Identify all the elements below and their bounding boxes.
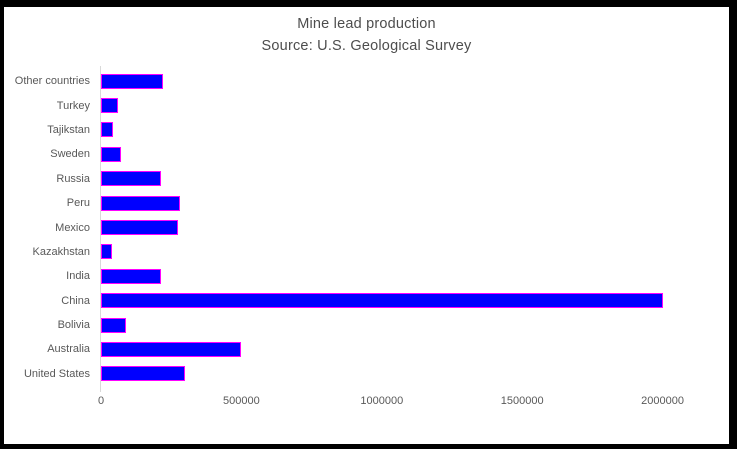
category-label: Other countries — [14, 75, 90, 88]
bar-sweden[interactable] — [101, 146, 121, 162]
bar-turkey[interactable] — [101, 98, 118, 114]
bar-bolivia[interactable] — [101, 317, 127, 333]
x-tick-label: 500000 — [223, 395, 260, 408]
bar-row: Peru — [67, 191, 700, 215]
bar-row: Kazakhstan — [33, 240, 700, 264]
bar-peru[interactable] — [101, 195, 180, 211]
bar-row: Mexico — [55, 215, 700, 239]
bar-china[interactable] — [101, 293, 663, 309]
bar-row: Australia — [47, 337, 700, 361]
bar-australia[interactable] — [101, 341, 242, 357]
x-tick-label: 1000000 — [360, 395, 404, 408]
category-label: India — [66, 270, 90, 283]
bar-india[interactable] — [101, 268, 162, 284]
bar-row: Bolivia — [58, 313, 700, 337]
category-label: Peru — [66, 197, 90, 210]
category-label: Bolivia — [57, 319, 90, 332]
bar-kazakhstan[interactable] — [101, 244, 113, 260]
category-label: Sweden — [50, 148, 90, 161]
title-block: Mine lead production Source: U.S. Geolog… — [4, 13, 729, 57]
category-label: Tajikstan — [47, 123, 90, 136]
bar-other-countries[interactable] — [101, 73, 163, 89]
bar-row: Turkey — [57, 93, 700, 117]
bar-mexico[interactable] — [101, 220, 179, 236]
x-tick-label: 2000000 — [641, 395, 685, 408]
bar-row: United States — [24, 362, 700, 386]
category-label: Mexico — [55, 221, 90, 234]
category-label: Turkey — [56, 99, 90, 112]
chart-title: Mine lead production — [297, 16, 436, 32]
chart-subtitle: Source: U.S. Geological Survey — [261, 38, 472, 54]
category-label: Kazakhstan — [32, 245, 90, 258]
bar-united-states[interactable] — [101, 366, 186, 382]
category-label: United States — [23, 367, 90, 380]
bar-row: Other countries — [15, 69, 700, 93]
plot-area: Other countries Turkey Tajikstan Sweden Russ… — [4, 66, 729, 411]
category-label: Australia — [47, 343, 90, 356]
category-label: Russia — [56, 172, 90, 185]
bar-russia[interactable] — [101, 171, 162, 187]
bar-row: India — [66, 264, 700, 288]
bar-row: Russia — [56, 167, 700, 191]
x-tick-label: 1500000 — [500, 395, 544, 408]
x-tick-label: 0 — [97, 395, 105, 408]
bar-row: China — [61, 289, 700, 313]
x-axis: 0 500000 1000000 1500000 2000000 — [97, 395, 701, 411]
category-label: China — [61, 294, 90, 307]
bar-row: Tajikstan — [47, 118, 700, 142]
bar-tajikstan[interactable] — [101, 122, 114, 138]
plot-rows: Other countries Turkey Tajikstan Sweden Russ… — [15, 66, 700, 393]
bar-row: Sweden — [50, 142, 700, 166]
